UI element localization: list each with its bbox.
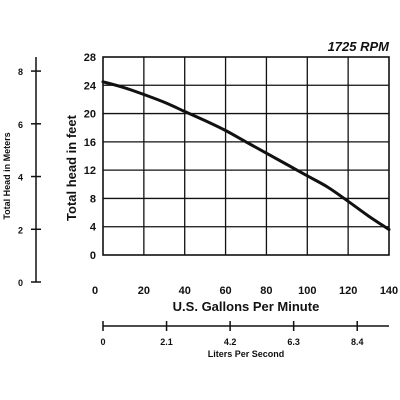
meters-tick-label-6: 6 xyxy=(18,120,23,130)
x-axis-label: U.S. Gallons Per Minute xyxy=(173,299,320,314)
x-tick-label-20: 20 xyxy=(138,285,150,297)
liters-axis: 0 2.1 4.2 6.3 8.4 xyxy=(100,321,389,347)
chart-title: 1725 RPM xyxy=(328,39,391,54)
grid-lines xyxy=(103,57,389,255)
series-line-0 xyxy=(101,80,391,231)
y-tick-label-4: 4 xyxy=(90,222,97,234)
liters-tick-label-0: 0 xyxy=(100,337,105,347)
x-tick-label-100: 100 xyxy=(298,285,316,297)
liters-tick-label-4.2: 4.2 xyxy=(224,337,237,347)
y-tick-label-16: 16 xyxy=(84,137,96,149)
y-tick-label-28: 28 xyxy=(84,52,96,64)
x-tick-label-120: 120 xyxy=(339,285,357,297)
y-tick-label-12: 12 xyxy=(84,165,96,177)
liters-tick-label-2.1: 2.1 xyxy=(160,337,173,347)
x-tick-label-140: 140 xyxy=(380,285,398,297)
meters-tick-label-8: 8 xyxy=(18,67,23,77)
liters-tick-label-8.4: 8.4 xyxy=(351,337,364,347)
y-tick-label-24: 24 xyxy=(84,80,97,92)
meters-tick-label-2: 2 xyxy=(18,225,23,235)
x-tick-labels: 0 20 40 60 80 100 120 140 xyxy=(92,285,398,297)
y-tick-label-20: 20 xyxy=(84,109,96,121)
x-tick-label-80: 80 xyxy=(260,285,272,297)
plot-border xyxy=(102,56,390,256)
liters-axis-label: Liters Per Second xyxy=(208,349,285,359)
series-group xyxy=(101,80,391,231)
y-tick-label-0: 0 xyxy=(90,250,96,262)
x-tick-label-40: 40 xyxy=(179,285,191,297)
plot-frame xyxy=(102,56,390,256)
meters-axis: 0 2 4 6 8 xyxy=(18,57,41,288)
y-axis-label: Total head in feet xyxy=(64,114,79,221)
x-tick-label-0: 0 xyxy=(92,285,98,297)
meters-tick-label-4: 4 xyxy=(18,173,23,183)
liters-tick-label-6.3: 6.3 xyxy=(287,337,300,347)
meters-axis-label: Total Head in Meters xyxy=(2,132,12,219)
meters-tick-label-0: 0 xyxy=(18,278,23,288)
y-tick-label-8: 8 xyxy=(90,193,96,205)
x-tick-label-60: 60 xyxy=(219,285,231,297)
y-tick-labels: 0 4 8 12 16 20 24 28 xyxy=(84,52,97,262)
